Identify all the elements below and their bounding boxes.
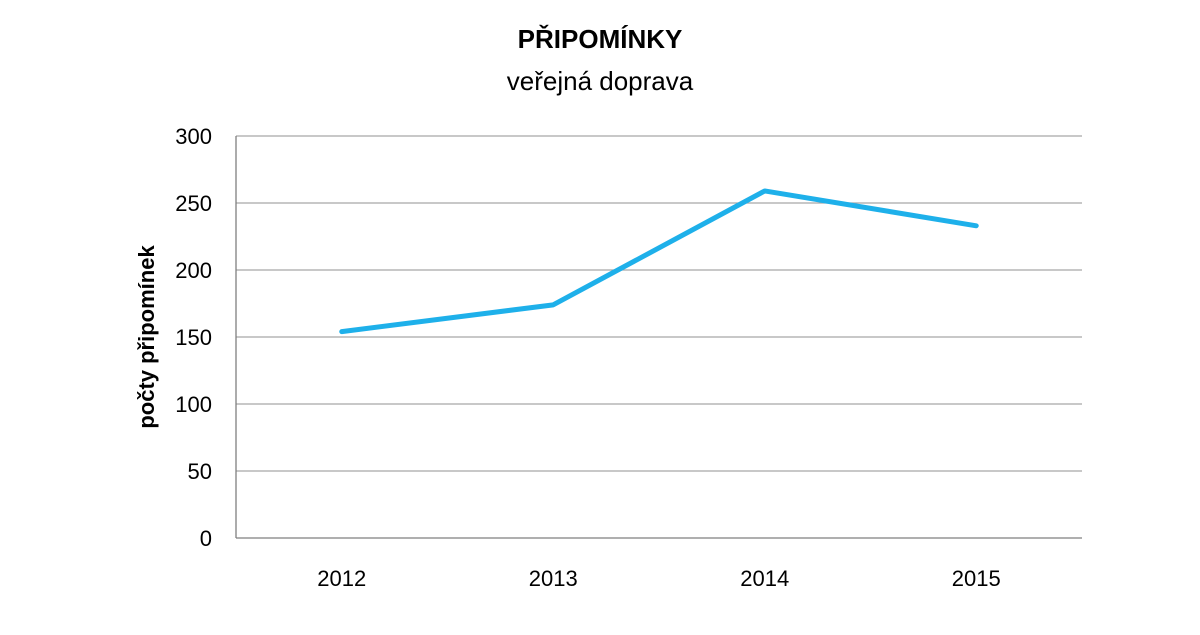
y-tick-label: 50 [188,459,212,484]
x-tick-label: 2015 [952,566,1001,591]
axes [235,136,1082,539]
y-axis-label: počty připomínek [134,245,159,429]
y-tick-label: 150 [175,325,212,350]
y-tick-label: 200 [175,258,212,283]
x-tick-labels: 2012 2013 2014 2015 [317,566,1000,591]
y-tick-labels: 0 50 100 150 200 250 300 [175,124,212,551]
x-tick-label: 2012 [317,566,366,591]
x-tick-label: 2013 [529,566,578,591]
y-tick-label: 250 [175,191,212,216]
series-group [339,188,979,335]
y-tick-label: 100 [175,392,212,417]
chart-title: PŘIPOMÍNKY [518,24,683,54]
chart-subtitle: veřejná doprava [507,66,694,96]
series-line [339,188,979,335]
y-tick-label: 300 [175,124,212,149]
x-tick-label: 2014 [740,566,789,591]
gridlines [236,135,1082,472]
y-tick-label: 0 [200,526,212,551]
